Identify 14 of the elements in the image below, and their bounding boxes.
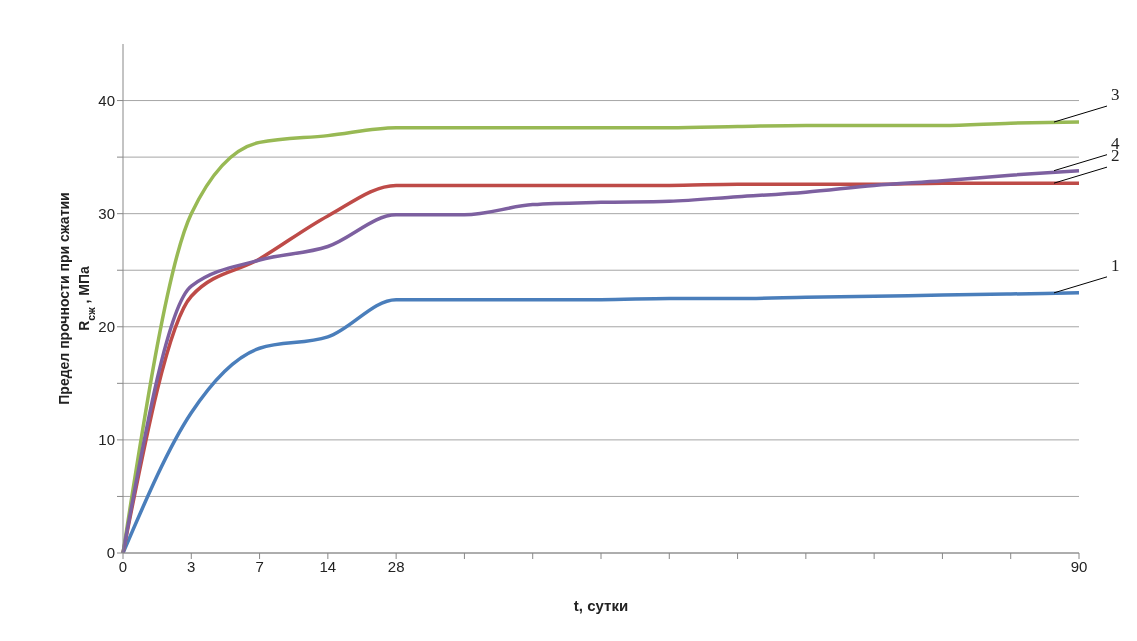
- y-tick-label: 20: [98, 318, 115, 336]
- y-tick-label: 30: [98, 204, 115, 222]
- x-tick-label: 14: [319, 557, 337, 575]
- y-tick-label: 40: [98, 91, 115, 109]
- x-tick-label: 28: [387, 557, 405, 575]
- annotation: 3: [1111, 85, 1120, 105]
- annotation: 1: [1111, 255, 1120, 275]
- x-tick-label: 7: [255, 557, 264, 575]
- y-tick-label: 10: [98, 431, 115, 449]
- x-tick-label: 0: [118, 557, 128, 575]
- x-tick-label: 3: [187, 557, 196, 575]
- y-tick-label: 0: [106, 544, 115, 562]
- x-axis-title: t, сутки: [573, 597, 629, 614]
- x-tick-label: 90: [1070, 557, 1088, 575]
